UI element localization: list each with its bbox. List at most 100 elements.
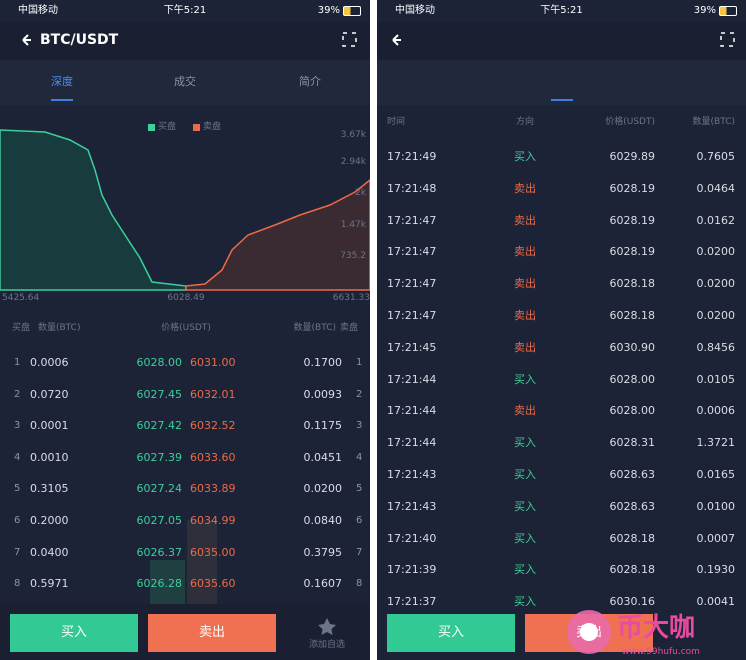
trade-quantity: 0.0165 [696,468,736,481]
trade-price: 6030.16 [609,595,656,609]
trade-quantity: 0.7605 [696,150,736,163]
ask-price: 6035.00 [190,545,236,559]
bid-quantity: 0.5971 [30,577,69,591]
battery: 39% [317,5,340,16]
trade-side: 买入 [514,436,536,450]
tab-underline [51,99,73,101]
watermark-name: 币大咖 [617,613,696,643]
trade-price: 6028.00 [609,404,656,418]
trade-time: 17:21:44 [387,436,437,450]
tab[interactable]: 深度 [51,75,73,88]
ask-depth-area [185,179,370,291]
y-axis-label: 2k [355,188,366,198]
row-index: 4 [14,451,21,463]
trade-price: 6029.89 [609,150,656,163]
trade-side: 卖出 [514,181,536,195]
row-index: 7 [14,546,21,558]
trade-quantity: 1.3721 [696,436,736,450]
tab-underline [551,99,573,101]
column-header: 数量(BTC) [692,117,735,127]
ask-price: 6035.60 [190,577,236,591]
trade-price: 6028.19 [609,181,656,195]
row-index: 5 [356,483,363,495]
header-bar [0,22,370,60]
row-index: 2 [356,388,363,400]
sell-label[interactable]: 卖出 [198,625,226,640]
y-axis-label: 3.67k [340,130,366,140]
tab[interactable]: 深度 [423,75,445,88]
status-time: 下午5:21 [163,5,207,16]
trade-time: 17:21:43 [387,468,437,481]
trade-side: 卖出 [514,404,536,418]
page-title: BTC/USDT [40,32,119,48]
ask-quantity: 0.1700 [303,356,343,369]
fullscreen-icon[interactable] [342,32,357,47]
star-icon[interactable] [318,618,336,635]
trade-price: 6028.00 [609,372,656,386]
bid-quantity: 0.3105 [30,482,69,496]
trade-time: 17:21:47 [387,309,437,322]
tab[interactable]: 成交 [174,75,196,88]
trade-quantity: 0.0105 [696,372,736,386]
ask-quantity: 0.0840 [303,514,343,527]
tab[interactable]: 简介 [299,75,321,88]
trade-side: 卖出 [514,309,536,322]
trade-time: 17:21:43 [387,499,437,513]
buy-label[interactable]: 买入 [437,625,465,640]
buy-button[interactable] [387,614,515,652]
bid-quantity: 0.0006 [30,356,69,369]
tab[interactable]: 简介 [675,75,697,88]
bid-price: 6026.28 [136,577,183,591]
back-arrow[interactable] [392,34,401,46]
trade-quantity: 0.0200 [696,277,736,291]
buy-button[interactable] [10,614,138,652]
trade-quantity: 0.8456 [696,340,736,354]
trade-side: 买入 [514,499,536,513]
legend-swatch [193,124,200,131]
trade-time: 17:21:45 [387,340,437,354]
ask-price: 6032.01 [190,387,236,401]
ask-price: 6034.99 [190,514,236,527]
tab[interactable]: 成交 [551,75,573,88]
trade-side: 买入 [514,372,536,386]
trade-price: 6028.19 [609,245,656,259]
bid-quantity: 0.0001 [30,419,69,433]
trade-price: 6030.90 [609,340,656,354]
favorite-label[interactable]: 添加自选 [308,640,346,650]
ask-quantity: 0.0093 [303,387,343,401]
trade-time: 17:21:47 [387,277,437,291]
y-axis-label: 735.2 [340,251,366,261]
legend-swatch [148,124,155,131]
bid-depth-area [0,129,187,291]
trade-price: 6028.18 [609,309,656,322]
sell-label[interactable]: 卖出 [575,625,603,640]
ask-quantity: 0.0451 [303,450,343,464]
bid-quantity: 0.0720 [30,387,69,401]
column-header: 价格(USDT) [161,323,211,333]
ask-quantity: 0.3795 [303,545,343,559]
sell-button[interactable] [148,614,276,652]
bid-quantity: 0.2000 [30,514,69,527]
watermark-url: www.99hufu.com [622,647,700,657]
trade-price: 6028.18 [609,277,656,291]
volume-bar [187,520,217,605]
buy-label[interactable]: 买入 [60,625,88,640]
ask-quantity: 0.1607 [303,577,343,591]
bid-price: 6027.42 [136,419,183,433]
trade-side: 买入 [514,468,536,481]
trade-quantity: 0.0041 [696,595,736,609]
trade-price: 6028.63 [609,499,656,513]
fullscreen-icon[interactable] [720,32,735,47]
ask-quantity: 0.0200 [303,482,343,496]
back-arrow[interactable] [22,34,31,46]
trade-time: 17:21:44 [387,404,437,418]
page-title: BTC/USDT [418,32,497,48]
trade-side: 买入 [514,150,536,163]
row-index: 1 [356,357,363,368]
ask-price: 6032.52 [190,419,236,433]
x-axis-label: 6631.33 [332,293,370,303]
trade-time: 17:21:39 [387,563,437,577]
trade-price: 6028.31 [609,436,656,450]
trade-side: 买入 [514,563,536,577]
row-index: 1 [14,357,21,368]
